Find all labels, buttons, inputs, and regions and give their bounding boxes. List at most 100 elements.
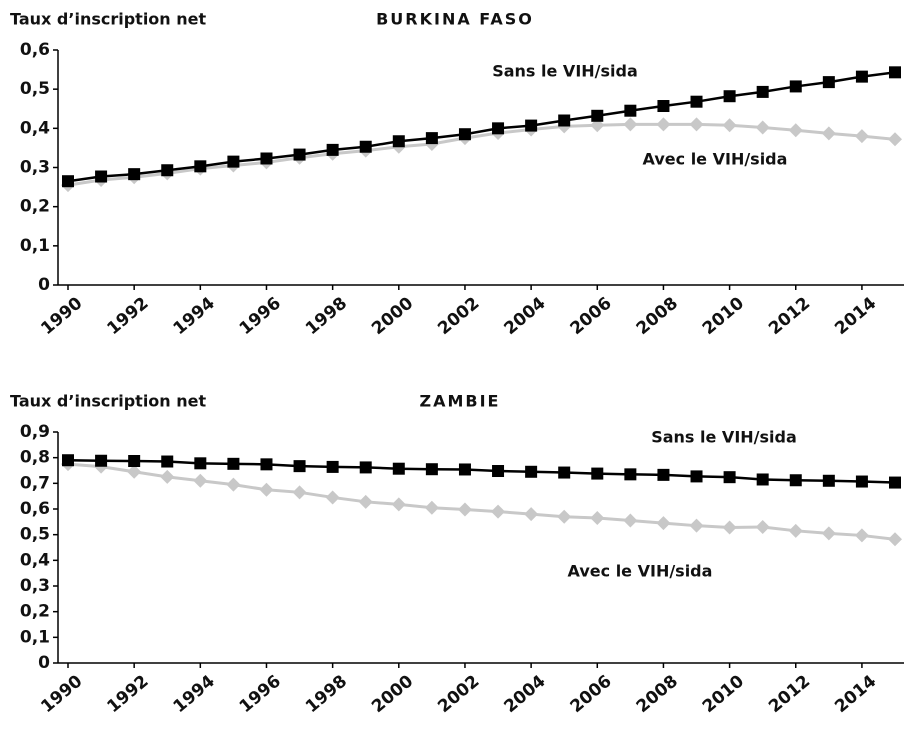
- y-axis-label: Taux d’inscription net: [10, 10, 207, 29]
- marker: [392, 462, 405, 475]
- marker: [888, 132, 902, 147]
- marker: [492, 465, 505, 478]
- x-tick-label: 2014: [831, 671, 880, 717]
- x-tick-label: 2012: [765, 671, 814, 717]
- y-tick-label: 0: [38, 653, 50, 673]
- marker: [524, 507, 539, 522]
- marker: [292, 485, 307, 500]
- y-tick-label: 0,2: [20, 197, 50, 217]
- x-tick-label: 2002: [434, 293, 483, 339]
- marker: [624, 104, 637, 117]
- marker: [293, 460, 306, 473]
- marker: [293, 148, 306, 161]
- marker: [788, 523, 803, 538]
- marker: [591, 467, 604, 480]
- marker: [656, 516, 671, 531]
- marker: [260, 458, 273, 471]
- y-tick-label: 0,5: [20, 79, 50, 99]
- marker: [193, 473, 208, 488]
- marker: [358, 494, 373, 509]
- marker: [689, 518, 704, 533]
- marker: [161, 455, 174, 468]
- marker: [623, 513, 638, 528]
- marker: [723, 90, 736, 103]
- marker: [723, 471, 736, 484]
- marker: [226, 477, 241, 492]
- marker: [326, 143, 339, 156]
- marker: [325, 490, 340, 505]
- y-tick-label: 0,3: [20, 576, 50, 596]
- marker: [326, 460, 339, 473]
- x-tick-label: 1996: [236, 293, 285, 339]
- y-tick-label: 0,7: [20, 473, 50, 493]
- y-tick-label: 0,8: [20, 448, 50, 468]
- marker: [194, 457, 207, 470]
- x-tick-label: 1990: [37, 671, 86, 717]
- marker: [127, 464, 142, 479]
- marker: [756, 85, 769, 98]
- marker: [623, 117, 638, 132]
- marker: [359, 461, 372, 474]
- marker: [690, 470, 703, 483]
- marker: [457, 502, 472, 517]
- y-tick-label: 0,4: [20, 550, 50, 570]
- y-tick-label: 0,5: [20, 525, 50, 545]
- y-axis-label: Taux d’inscription net: [10, 392, 207, 411]
- marker: [128, 455, 141, 468]
- marker: [657, 100, 670, 113]
- y-tick-label: 0,6: [20, 499, 50, 519]
- x-tick-label: 1994: [170, 671, 219, 717]
- x-tick-label: 2002: [434, 671, 483, 717]
- marker: [424, 500, 439, 515]
- marker: [194, 160, 207, 173]
- marker: [62, 175, 74, 188]
- marker: [888, 532, 902, 547]
- series-line: [67, 462, 896, 541]
- marker: [821, 126, 836, 141]
- marker: [525, 119, 538, 132]
- x-tick-label: 1992: [103, 671, 152, 717]
- marker: [755, 519, 770, 534]
- marker: [722, 520, 737, 535]
- marker: [227, 155, 240, 168]
- x-tick-label: 2010: [699, 293, 748, 339]
- series-label: Sans le VIH/sida: [492, 62, 638, 81]
- marker: [558, 466, 571, 479]
- series-label: Sans le VIH/sida: [651, 428, 797, 447]
- marker: [160, 469, 175, 484]
- series-label: Avec le VIH/sida: [643, 150, 788, 169]
- marker: [557, 509, 572, 524]
- marker: [657, 468, 670, 481]
- y-tick-label: 0,4: [20, 118, 50, 138]
- marker: [458, 463, 471, 476]
- marker: [95, 170, 108, 183]
- marker: [391, 497, 406, 512]
- marker: [359, 140, 372, 153]
- marker: [855, 70, 868, 83]
- x-tick-label: 2010: [699, 671, 748, 717]
- x-tick-label: 1994: [170, 293, 219, 339]
- marker: [591, 109, 604, 122]
- marker: [458, 128, 471, 141]
- x-tick-label: 1992: [103, 293, 152, 339]
- y-tick-label: 0,9: [20, 422, 50, 442]
- y-tick-label: 0,2: [20, 602, 50, 622]
- x-tick-label: 2012: [765, 293, 814, 339]
- marker: [889, 476, 901, 489]
- x-tick-label: 2004: [500, 671, 549, 717]
- marker: [128, 168, 141, 181]
- marker: [789, 474, 802, 487]
- marker: [525, 465, 538, 478]
- y-tick-label: 0,3: [20, 158, 50, 178]
- marker: [492, 122, 505, 135]
- marker: [789, 80, 802, 93]
- y-tick-label: 0,1: [20, 236, 50, 256]
- marker: [788, 123, 803, 138]
- marker: [161, 164, 174, 177]
- series-label: Avec le VIH/sida: [568, 562, 713, 581]
- x-tick-label: 1996: [236, 671, 285, 717]
- marker: [722, 118, 737, 133]
- marker: [756, 473, 769, 486]
- marker: [855, 475, 868, 488]
